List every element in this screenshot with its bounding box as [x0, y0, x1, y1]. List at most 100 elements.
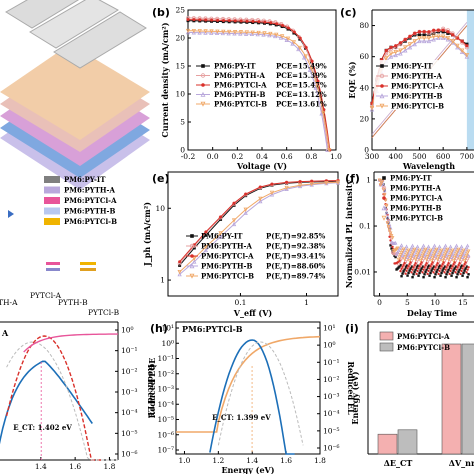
b-point	[216, 18, 220, 22]
f-point	[414, 262, 417, 265]
f-point	[393, 240, 398, 245]
f-point	[417, 267, 420, 270]
f-point	[428, 248, 433, 253]
f-point	[440, 271, 443, 275]
f-point	[439, 252, 444, 256]
f-point	[391, 245, 394, 249]
f-point	[458, 255, 463, 259]
b-point	[309, 66, 314, 72]
b-legend-marker	[200, 73, 206, 78]
f-point	[426, 266, 429, 269]
f-point	[421, 243, 426, 248]
h-y2tick-label: 10⁻⁶	[323, 444, 340, 453]
f-point	[431, 253, 436, 258]
f-point	[460, 250, 465, 255]
panel-e-jph: 0.1 1 1 10 V_eff (V) J_ph (mA/cm²) PM6:PY-IT P(…	[142, 171, 341, 318]
d-level-pytcl-a-2	[46, 268, 60, 271]
b-point	[284, 37, 289, 42]
d-legend-name: PM6:PYTCl-A	[64, 196, 117, 205]
f-point	[404, 266, 407, 269]
c-point	[403, 37, 407, 42]
c-point	[464, 54, 470, 59]
f-point	[445, 250, 450, 255]
h-xtick-label: 1.8	[314, 456, 326, 465]
f-point	[440, 265, 443, 268]
f-point	[386, 224, 391, 229]
f-point	[449, 269, 452, 273]
f-point	[456, 247, 461, 252]
panel-f-trpl: 0 5 10 15 0.01 0.1 1 Delay Time Normalized PL in…	[344, 171, 474, 318]
b-point	[315, 85, 320, 90]
f-point	[423, 273, 426, 276]
f-point	[412, 250, 417, 255]
b-point	[263, 20, 267, 24]
b-xtick-label: 0.6	[281, 152, 293, 161]
f-point	[452, 262, 455, 266]
f-point	[406, 274, 409, 277]
f-point	[423, 247, 428, 252]
h-ytick-label: 10⁻³	[157, 385, 174, 394]
d-legend-name: PM6:PYTH-B	[64, 207, 115, 216]
b-point	[197, 30, 202, 35]
g-y2tick-label: 10⁻⁴	[121, 408, 138, 417]
f-point	[427, 269, 430, 273]
f-point	[406, 252, 411, 256]
b-point	[292, 30, 296, 34]
c-point	[388, 54, 394, 59]
e-ylabel: J_ph (mA/cm²)	[142, 202, 152, 267]
f-legend-marker	[382, 196, 386, 200]
c-legend-bg	[374, 100, 438, 110]
f-point	[443, 271, 446, 274]
f-point	[408, 256, 413, 261]
panel-label-f: (f)	[345, 172, 360, 185]
f-point	[456, 266, 459, 269]
f-point	[413, 248, 418, 253]
f-point	[424, 263, 427, 267]
f-point	[409, 245, 414, 250]
c-legend-bg	[374, 60, 438, 70]
c-series-line	[371, 37, 468, 110]
e-point	[204, 233, 208, 237]
f-point	[400, 275, 403, 278]
b-point	[286, 26, 290, 30]
f-point	[444, 275, 447, 279]
e-legend-name: PM6:PYTCl-A	[201, 252, 254, 261]
f-legend-name: PM6:PYTH-B	[390, 204, 441, 213]
d-arrow-icon	[8, 210, 14, 218]
f-point	[433, 249, 438, 254]
f-point	[463, 262, 466, 266]
d-level-pytcl-b	[80, 262, 96, 265]
f-point	[461, 274, 464, 277]
g-y2tick-label: 10⁻⁵	[121, 429, 138, 438]
f-point	[419, 256, 424, 261]
f-point	[417, 252, 422, 256]
b-point	[278, 35, 284, 40]
h-fit-line	[217, 341, 304, 446]
f-point	[403, 261, 406, 265]
b-xtick-label: -0.2	[181, 152, 196, 161]
f-point	[399, 263, 402, 267]
f-point	[383, 198, 388, 203]
h-xtick-label: 1.0	[179, 456, 191, 465]
f-point	[435, 263, 438, 267]
f-point	[459, 266, 462, 269]
b-point	[209, 29, 214, 34]
f-point	[429, 265, 432, 268]
c-point	[402, 45, 408, 50]
c-legend-name: PM6:PYTH-B	[391, 92, 442, 101]
f-point	[401, 250, 406, 255]
f-point	[405, 264, 408, 267]
f-point	[445, 266, 448, 269]
f-point	[454, 243, 459, 248]
c-point	[455, 44, 460, 50]
f-point	[377, 178, 382, 183]
panel-label-h: (h)	[150, 322, 168, 335]
f-point	[448, 266, 451, 269]
f-point	[449, 250, 454, 255]
c-point	[389, 45, 393, 49]
b-point	[185, 30, 191, 35]
f-point	[393, 254, 396, 257]
d-legend-swatch	[44, 176, 60, 183]
f-point	[449, 264, 452, 267]
